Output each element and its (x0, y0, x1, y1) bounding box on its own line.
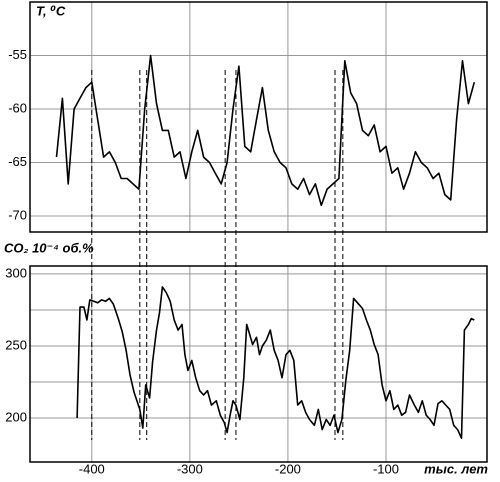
y-axis-label: T, ⁰C (36, 3, 66, 18)
y-tick-label: -55 (8, 47, 27, 62)
x-tick-label: -300 (177, 461, 203, 476)
x-axis-label: тыс. лет (424, 461, 488, 476)
line (55, 54, 476, 207)
y-tick-label: -60 (8, 100, 27, 115)
y-tick-label: -65 (8, 154, 27, 169)
line (76, 286, 475, 439)
y-tick-label: 250 (5, 337, 27, 352)
x-tick-label: -400 (79, 461, 105, 476)
x-tick-label: -200 (275, 461, 301, 476)
x-tick-label: -100 (373, 461, 399, 476)
y-tick-label: 300 (5, 265, 27, 280)
y-axis-label: CO₂ 10⁻⁴ об.% (4, 240, 94, 255)
plot-frame (29, 265, 488, 463)
y-tick-label: -70 (8, 207, 27, 222)
y-tick-label: 200 (5, 409, 27, 424)
plot-frame (29, 1, 488, 233)
